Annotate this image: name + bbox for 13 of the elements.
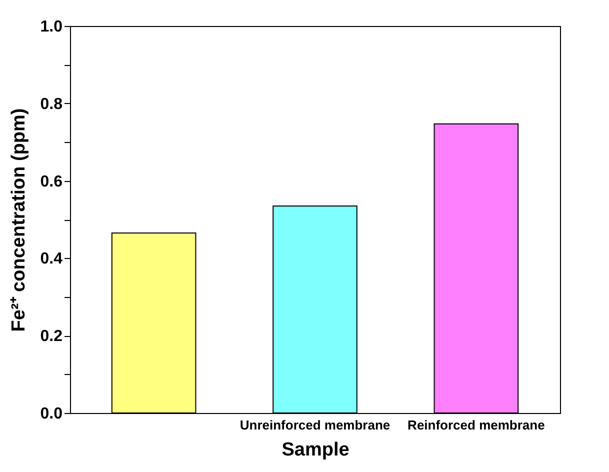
y-tick-label: 0.8 <box>40 96 63 113</box>
bar <box>272 205 358 414</box>
x-tick-label: Unreinforced membrane <box>240 418 390 432</box>
y-tick-label: 1.0 <box>40 18 63 36</box>
y-tick-label: 0.2 <box>40 328 63 346</box>
x-axis-title: Sample <box>282 440 350 460</box>
bar <box>434 123 519 414</box>
x-tick-label: Reinforced membrane <box>408 418 545 432</box>
y-tick-label: 0.6 <box>40 173 63 190</box>
y-tick-label: 0.4 <box>40 250 63 268</box>
bar <box>111 232 196 414</box>
y-tick-label: 0.0 <box>40 406 63 422</box>
y-axis-title: Fe²⁺ concentration (ppm) <box>8 108 30 332</box>
